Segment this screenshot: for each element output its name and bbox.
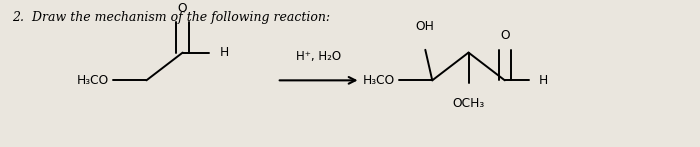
Text: OH: OH <box>416 20 435 33</box>
Text: H: H <box>538 74 547 87</box>
Text: H: H <box>220 46 229 59</box>
Text: H⁺, H₂O: H⁺, H₂O <box>296 50 341 63</box>
Text: O: O <box>178 2 188 15</box>
Text: H₃CO: H₃CO <box>77 74 109 87</box>
Text: OCH₃: OCH₃ <box>452 97 484 110</box>
Text: H₃CO: H₃CO <box>363 74 395 87</box>
Text: O: O <box>500 29 510 42</box>
Text: 2.  Draw the mechanism of the following reaction:: 2. Draw the mechanism of the following r… <box>12 11 330 24</box>
